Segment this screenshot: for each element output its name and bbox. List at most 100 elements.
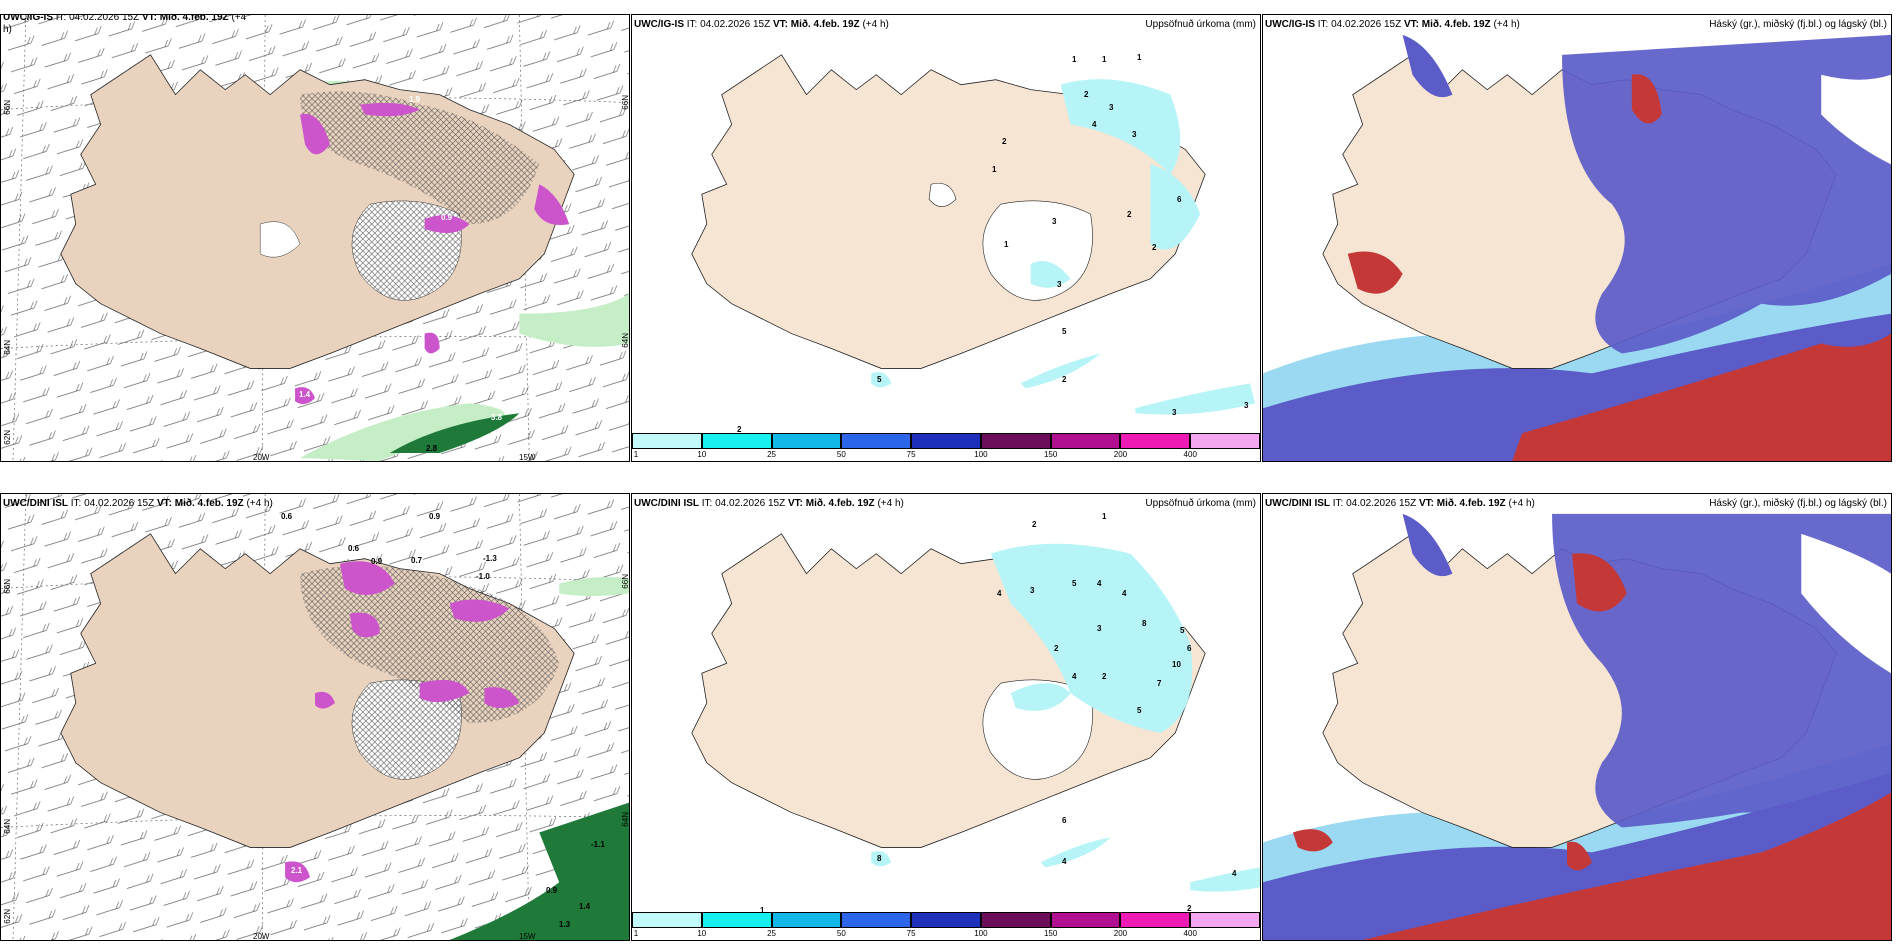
- colorbar-label: 400: [1183, 929, 1197, 938]
- colorbar-label: 75: [906, 450, 916, 459]
- colorbar-cell: [1120, 433, 1191, 449]
- precip-number: 6: [1062, 816, 1067, 825]
- precip-number: 1: [1072, 55, 1077, 64]
- precip-purple: [424, 215, 470, 234]
- value-label: 1.9: [409, 95, 421, 104]
- lat-label: 66N: [621, 574, 630, 589]
- precip-number: 4: [1232, 869, 1237, 878]
- precip-purple: [449, 599, 510, 622]
- panel-right-title: Uppsöfnuð úrkoma (mm): [1145, 19, 1256, 30]
- colorbar-label: 25: [767, 450, 776, 459]
- colorbar-cell: [1050, 433, 1121, 449]
- precip-number: 2: [1127, 210, 1132, 219]
- precip-purple: [359, 102, 420, 117]
- colorbar-label: 10: [697, 929, 707, 938]
- cloud-high-area: [1512, 333, 1891, 461]
- value-label: 2.1: [291, 866, 303, 875]
- panel-title: UWC/DINI ISL IT: 04.02.2026 15Z VT: Mið.…: [1265, 498, 1535, 509]
- colorbar-cell: [841, 912, 912, 928]
- precip-number: 3: [1030, 586, 1035, 595]
- precip-number: 4: [1092, 120, 1097, 129]
- precip-purple: [349, 612, 380, 638]
- panel-title: UWC/DINI ISL IT: 04.02.2026 15Z VT: Mið.…: [3, 498, 273, 509]
- precip-map: [691, 54, 1256, 415]
- value-label: 0.9: [441, 213, 453, 222]
- cloud-mid-area: [1402, 513, 1453, 577]
- precip-purple: [285, 861, 311, 883]
- panel-precip-top: UWC/IG-IS IT: 04.02.2026 15Z VT: Mið. 4.…: [631, 14, 1261, 462]
- precip-purple: [300, 113, 330, 155]
- precip-number: 1: [992, 165, 997, 174]
- precip-green-area: [300, 403, 506, 461]
- precip-purple: [534, 184, 570, 226]
- precip-number: 2: [1084, 90, 1089, 99]
- colorbar-label: 200: [1113, 929, 1128, 938]
- panel-right-title: Uppsöfnuð úrkoma (mm): [1145, 498, 1256, 509]
- precip-green-dark: [449, 802, 629, 940]
- precip-number: 4: [1062, 857, 1067, 866]
- lon-label: 20W: [253, 932, 270, 941]
- lon-label: 20W: [253, 453, 270, 462]
- cloud-high-area: [1631, 74, 1662, 124]
- precip-purple: [484, 687, 520, 709]
- value-label: 3.8: [491, 413, 503, 422]
- panel-title: UWC/IG-IS IT: 04.02.2026 15Z VT: Mið. 4.…: [634, 19, 889, 30]
- cloud-low-area: [1821, 74, 1891, 165]
- value-label: 0.6: [281, 512, 293, 521]
- precip-number: 2: [1102, 672, 1107, 681]
- colorbar-label: 400: [1183, 450, 1197, 459]
- value-label: 1.3: [559, 920, 571, 929]
- precip-cyan: [871, 372, 892, 388]
- panel-title: UWC/IG-IS IT: 04.02.2026 15Z VT: Mið. 4.…: [3, 14, 247, 35]
- colorbar-cell: [1120, 912, 1191, 928]
- precip-cyan: [1010, 683, 1071, 711]
- colorbar-label: 200: [1113, 450, 1128, 459]
- cloud-mid-area: [1402, 34, 1453, 98]
- lat-label: 64N: [621, 333, 630, 348]
- precip-number: 2: [1062, 375, 1067, 384]
- precip-number: 7: [1157, 679, 1162, 688]
- precip-cyan: [1020, 353, 1101, 389]
- colorbar-cell: [771, 912, 842, 928]
- value-label: 1.4: [299, 390, 311, 399]
- precip-number: 5: [1137, 706, 1142, 715]
- precip-number: 4: [1072, 672, 1077, 681]
- precip-number: 2: [1054, 644, 1059, 653]
- precip-purple: [339, 561, 395, 595]
- value-label: 0.6: [348, 544, 360, 553]
- colorbar-label: 25: [767, 929, 776, 938]
- colorbar-cell: [980, 912, 1051, 928]
- precip-number: 1: [1004, 240, 1009, 249]
- precip-number: 2: [1032, 520, 1037, 529]
- panel-wind-top: UWC/IG-IS IT: 04.02.2026 15Z VT: Mið. 4.…: [0, 14, 630, 462]
- precip-number: 5: [1062, 327, 1067, 336]
- colorbar-cell: [701, 912, 772, 928]
- colorbar-label: 150: [1043, 929, 1058, 938]
- panel-right-title: Háský (gr.), miðský (fj.bl.) og lágský (…: [1709, 498, 1887, 509]
- precip-purple: [419, 679, 470, 703]
- lat-label: 64N: [3, 340, 12, 355]
- precip-purple: [295, 387, 315, 405]
- precip-cyan: [1190, 867, 1260, 892]
- precip-number: 2: [737, 425, 742, 434]
- precip-number: 3: [1097, 624, 1102, 633]
- colorbar: 1 10 25 50 75 100 150 200 400: [632, 433, 1260, 461]
- lat-label: 62N: [3, 430, 12, 445]
- precip-green-area: [559, 576, 629, 597]
- colorbar-label: 100: [974, 450, 988, 459]
- precip-number: 4: [1122, 589, 1127, 598]
- colorbar-cell: [1190, 912, 1260, 928]
- precip-cyan: [1150, 164, 1201, 250]
- value-label: 2.8: [426, 444, 438, 453]
- colorbar-cell: [841, 433, 912, 449]
- colorbar-label: 50: [836, 929, 846, 938]
- colorbar-cell: [911, 912, 981, 928]
- lat-label: 62N: [3, 909, 12, 924]
- precip-number: 1: [1137, 53, 1142, 62]
- precip-number: 3: [1244, 401, 1249, 410]
- value-label: 1.4: [579, 902, 591, 911]
- precip-number: 3: [1109, 103, 1114, 112]
- precip-number: 4: [1097, 579, 1102, 588]
- precip-number: 5: [877, 375, 882, 384]
- colorbar: 1 10 25 50 75 100 150 200 400: [632, 912, 1260, 940]
